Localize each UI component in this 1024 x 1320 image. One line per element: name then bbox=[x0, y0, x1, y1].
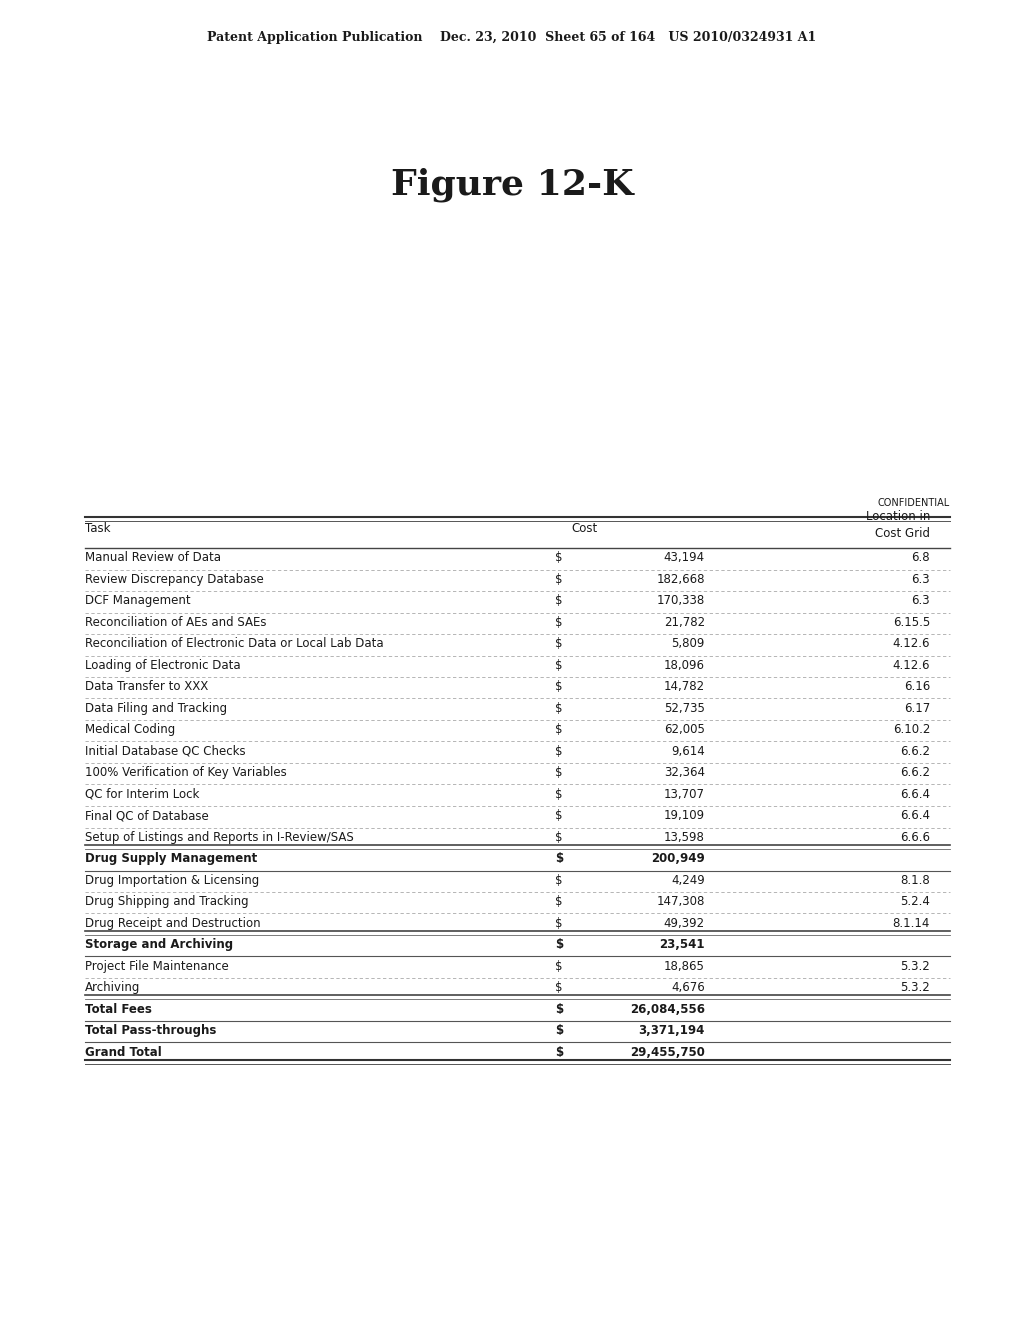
Text: 147,308: 147,308 bbox=[656, 895, 705, 908]
Text: Initial Database QC Checks: Initial Database QC Checks bbox=[85, 744, 246, 758]
Text: 6.6.4: 6.6.4 bbox=[900, 788, 930, 801]
Text: 4,676: 4,676 bbox=[672, 981, 705, 994]
Text: 6.3: 6.3 bbox=[911, 573, 930, 586]
Text: 5.3.2: 5.3.2 bbox=[900, 981, 930, 994]
Text: Task: Task bbox=[85, 523, 111, 536]
Text: 5.2.4: 5.2.4 bbox=[900, 895, 930, 908]
Text: $: $ bbox=[555, 659, 562, 672]
Text: Storage and Archiving: Storage and Archiving bbox=[85, 939, 233, 952]
Text: $: $ bbox=[555, 981, 562, 994]
Text: 18,096: 18,096 bbox=[664, 659, 705, 672]
Text: 43,194: 43,194 bbox=[664, 552, 705, 564]
Text: 26,084,556: 26,084,556 bbox=[630, 1003, 705, 1015]
Text: 14,782: 14,782 bbox=[664, 680, 705, 693]
Text: Loading of Electronic Data: Loading of Electronic Data bbox=[85, 659, 241, 672]
Text: 13,707: 13,707 bbox=[664, 788, 705, 801]
Text: $: $ bbox=[555, 788, 562, 801]
Text: $: $ bbox=[555, 594, 562, 607]
Text: 6.6.6: 6.6.6 bbox=[900, 830, 930, 843]
Text: 6.8: 6.8 bbox=[911, 552, 930, 564]
Text: 8.1.8: 8.1.8 bbox=[900, 874, 930, 887]
Text: DCF Management: DCF Management bbox=[85, 594, 190, 607]
Text: 182,668: 182,668 bbox=[656, 573, 705, 586]
Text: Drug Shipping and Tracking: Drug Shipping and Tracking bbox=[85, 895, 249, 908]
Text: Drug Importation & Licensing: Drug Importation & Licensing bbox=[85, 874, 259, 887]
Text: $: $ bbox=[555, 1003, 563, 1015]
Text: $: $ bbox=[555, 830, 562, 843]
Text: $: $ bbox=[555, 702, 562, 714]
Text: 6.6.2: 6.6.2 bbox=[900, 744, 930, 758]
Text: 3,371,194: 3,371,194 bbox=[639, 1024, 705, 1038]
Text: CONFIDENTIAL: CONFIDENTIAL bbox=[878, 498, 950, 508]
Text: Archiving: Archiving bbox=[85, 981, 140, 994]
Text: Review Discrepancy Database: Review Discrepancy Database bbox=[85, 573, 264, 586]
Text: Total Pass-throughs: Total Pass-throughs bbox=[85, 1024, 216, 1038]
Text: Location in
Cost Grid: Location in Cost Grid bbox=[865, 510, 930, 540]
Text: 49,392: 49,392 bbox=[664, 916, 705, 929]
Text: 6.16: 6.16 bbox=[904, 680, 930, 693]
Text: 8.1.14: 8.1.14 bbox=[893, 916, 930, 929]
Text: 6.10.2: 6.10.2 bbox=[893, 723, 930, 737]
Text: 4.12.6: 4.12.6 bbox=[893, 638, 930, 651]
Text: Grand Total: Grand Total bbox=[85, 1045, 162, 1059]
Text: $: $ bbox=[555, 939, 563, 952]
Text: QC for Interim Lock: QC for Interim Lock bbox=[85, 788, 200, 801]
Text: $: $ bbox=[555, 853, 563, 865]
Text: 6.3: 6.3 bbox=[911, 594, 930, 607]
Text: $: $ bbox=[555, 615, 562, 628]
Text: 9,614: 9,614 bbox=[672, 744, 705, 758]
Text: Drug Supply Management: Drug Supply Management bbox=[85, 853, 257, 865]
Text: 62,005: 62,005 bbox=[665, 723, 705, 737]
Text: Setup of Listings and Reports in I-Review/SAS: Setup of Listings and Reports in I-Revie… bbox=[85, 830, 353, 843]
Text: $: $ bbox=[555, 809, 562, 822]
Text: Cost: Cost bbox=[571, 523, 598, 536]
Text: 200,949: 200,949 bbox=[651, 853, 705, 865]
Text: 52,735: 52,735 bbox=[665, 702, 705, 714]
Text: 6.6.2: 6.6.2 bbox=[900, 766, 930, 779]
Text: 5,809: 5,809 bbox=[672, 638, 705, 651]
Text: Manual Review of Data: Manual Review of Data bbox=[85, 552, 221, 564]
Text: Patent Application Publication    Dec. 23, 2010  Sheet 65 of 164   US 2010/03249: Patent Application Publication Dec. 23, … bbox=[208, 32, 816, 45]
Text: $: $ bbox=[555, 552, 562, 564]
Text: 6.17: 6.17 bbox=[904, 702, 930, 714]
Text: 29,455,750: 29,455,750 bbox=[630, 1045, 705, 1059]
Text: Total Fees: Total Fees bbox=[85, 1003, 152, 1015]
Text: 6.15.5: 6.15.5 bbox=[893, 615, 930, 628]
Text: $: $ bbox=[555, 916, 562, 929]
Text: 18,865: 18,865 bbox=[665, 960, 705, 973]
Text: Final QC of Database: Final QC of Database bbox=[85, 809, 209, 822]
Text: Reconciliation of Electronic Data or Local Lab Data: Reconciliation of Electronic Data or Loc… bbox=[85, 638, 384, 651]
Text: $: $ bbox=[555, 960, 562, 973]
Text: $: $ bbox=[555, 744, 562, 758]
Text: Drug Receipt and Destruction: Drug Receipt and Destruction bbox=[85, 916, 261, 929]
Text: $: $ bbox=[555, 723, 562, 737]
Text: 23,541: 23,541 bbox=[659, 939, 705, 952]
Text: Project File Maintenance: Project File Maintenance bbox=[85, 960, 228, 973]
Text: Medical Coding: Medical Coding bbox=[85, 723, 175, 737]
Text: 19,109: 19,109 bbox=[664, 809, 705, 822]
Text: Data Transfer to XXX: Data Transfer to XXX bbox=[85, 680, 208, 693]
Text: 5.3.2: 5.3.2 bbox=[900, 960, 930, 973]
Text: 100% Verification of Key Variables: 100% Verification of Key Variables bbox=[85, 766, 287, 779]
Text: 4.12.6: 4.12.6 bbox=[893, 659, 930, 672]
Text: $: $ bbox=[555, 874, 562, 887]
Text: 32,364: 32,364 bbox=[664, 766, 705, 779]
Text: 4,249: 4,249 bbox=[672, 874, 705, 887]
Text: $: $ bbox=[555, 680, 562, 693]
Text: 6.6.4: 6.6.4 bbox=[900, 809, 930, 822]
Text: Reconciliation of AEs and SAEs: Reconciliation of AEs and SAEs bbox=[85, 615, 266, 628]
Text: Data Filing and Tracking: Data Filing and Tracking bbox=[85, 702, 227, 714]
Text: 13,598: 13,598 bbox=[665, 830, 705, 843]
Text: $: $ bbox=[555, 895, 562, 908]
Text: $: $ bbox=[555, 573, 562, 586]
Text: 170,338: 170,338 bbox=[656, 594, 705, 607]
Text: $: $ bbox=[555, 766, 562, 779]
Text: Figure 12-K: Figure 12-K bbox=[391, 168, 633, 202]
Text: $: $ bbox=[555, 1024, 563, 1038]
Text: $: $ bbox=[555, 638, 562, 651]
Text: $: $ bbox=[555, 1045, 563, 1059]
Text: 21,782: 21,782 bbox=[664, 615, 705, 628]
